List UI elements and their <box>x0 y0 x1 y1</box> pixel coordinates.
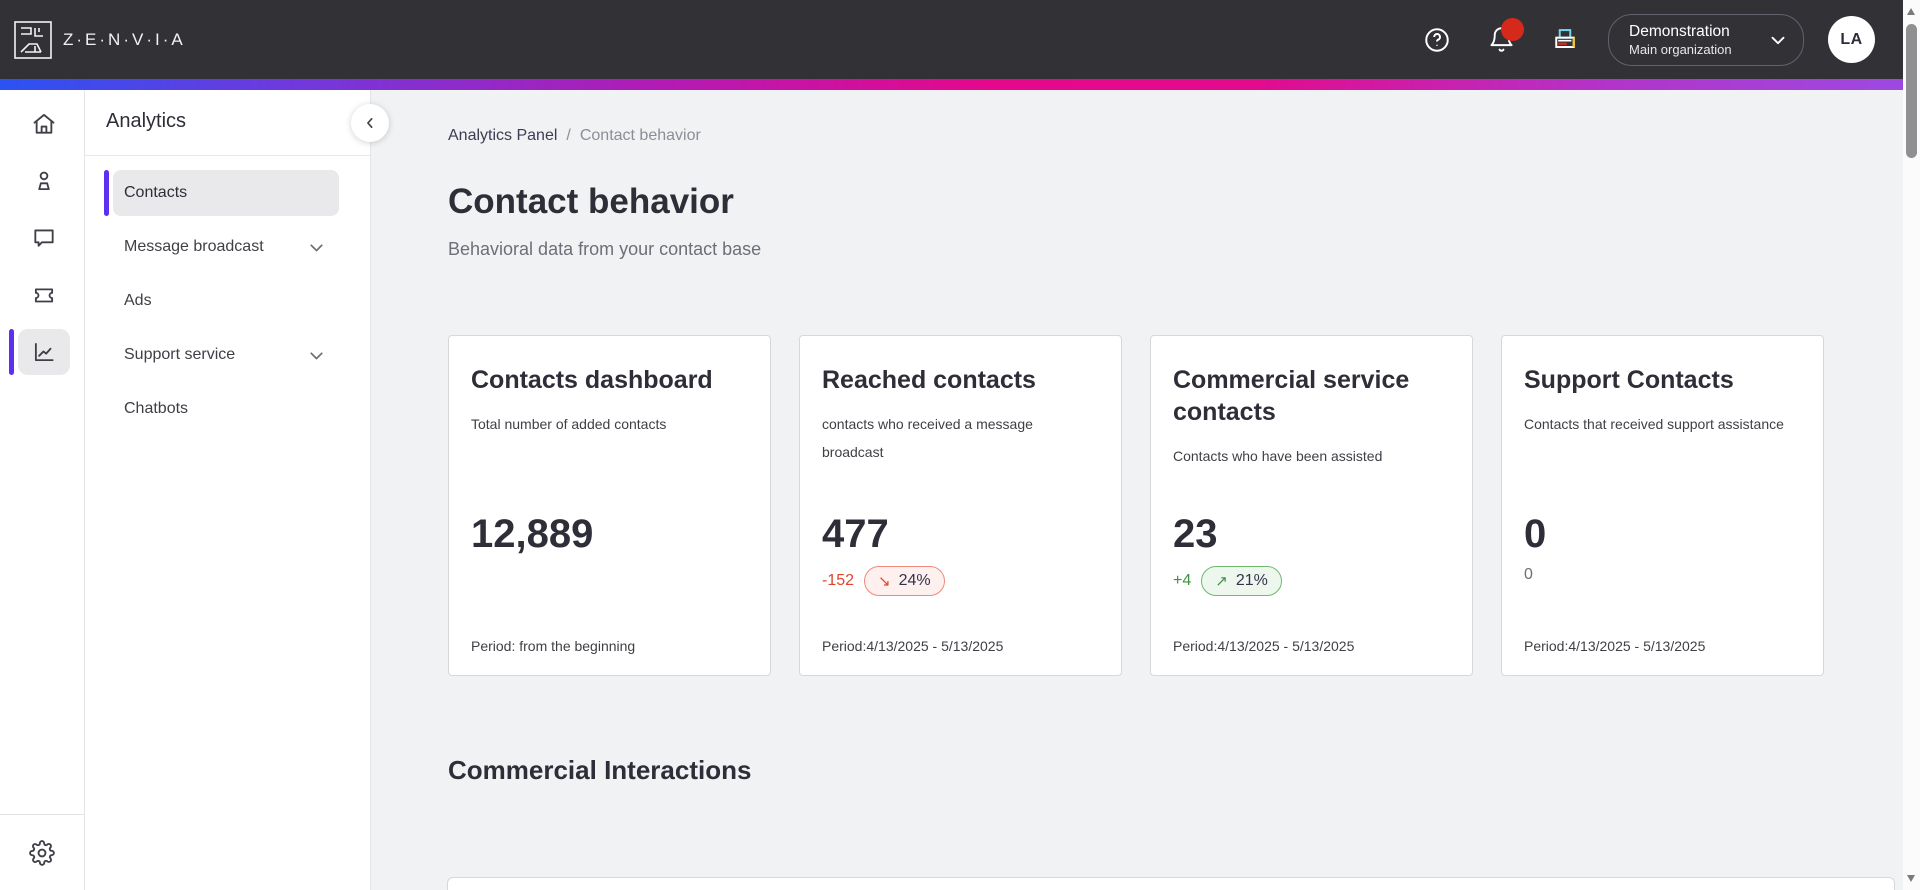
icon-rail <box>0 90 85 890</box>
rail-item-conversations[interactable] <box>18 215 70 261</box>
card-period: Period:4/13/2025 - 5/13/2025 <box>822 638 1004 654</box>
rail-footer <box>0 814 84 890</box>
rail-item-home[interactable] <box>18 101 70 147</box>
main-panel: Analytics Panel / Contact behavior Conta… <box>371 90 1903 890</box>
sidebar-item-chatbots[interactable]: Chatbots <box>113 386 339 432</box>
conversations-icon <box>34 229 54 247</box>
page-title: Contact behavior <box>448 182 734 221</box>
card-value: 0 <box>1524 512 1547 556</box>
card-delta-row: +4 ↗ 21% <box>1173 566 1282 596</box>
scrollbar-up-button[interactable] <box>1907 8 1915 15</box>
trend-badge: ↗ 21% <box>1201 566 1282 596</box>
card-contacts-dashboard: Contacts dashboard Total number of added… <box>448 335 771 676</box>
card-reached-contacts: Reached contacts contacts who received a… <box>799 335 1122 676</box>
trend-percent: 24% <box>898 572 931 589</box>
card-support-contacts: Support Contacts Contacts that received … <box>1501 335 1824 676</box>
trend-badge: ↘ 24% <box>864 566 945 596</box>
apps-launcher-icon <box>1555 28 1575 48</box>
card-value: 12,889 <box>471 512 594 556</box>
card-title: Reached contacts <box>822 366 1036 394</box>
card-period: Period:4/13/2025 - 5/13/2025 <box>1173 638 1355 654</box>
card-delta-row: 0 <box>1524 566 1533 584</box>
page-scrollbar[interactable] <box>1903 0 1920 890</box>
topbar-actions <box>1422 17 1580 55</box>
zenvia-logo-icon <box>14 20 52 59</box>
card-value: 23 <box>1173 512 1218 556</box>
sidebar-header: Analytics <box>85 90 370 156</box>
notifications-button[interactable] <box>1486 17 1524 55</box>
breadcrumb-separator: / <box>566 127 571 144</box>
card-value: 477 <box>822 512 889 556</box>
home-icon <box>33 113 55 134</box>
card-description: Total number of added contacts <box>471 416 667 432</box>
sidebar-item-message-broadcast[interactable]: Message broadcast <box>113 224 339 270</box>
sidebar-item-ads[interactable]: Ads <box>113 278 339 324</box>
sidebar-item-label: Ads <box>124 292 152 309</box>
card-title: Contacts dashboard <box>471 366 713 394</box>
card-period: Period: from the beginning <box>471 638 636 654</box>
trend-up-arrow-icon: ↗ <box>1215 573 1228 590</box>
organization-subtitle: Main organization <box>1629 41 1732 57</box>
card-description: Contacts who have been assisted <box>1173 448 1383 464</box>
notification-badge-dot <box>1501 17 1524 41</box>
trend-down-arrow-icon: ↘ <box>878 573 891 590</box>
organization-name: Demonstration <box>1629 22 1730 40</box>
chevron-down-icon <box>1771 36 1785 44</box>
delta-value: 0 <box>1524 566 1533 583</box>
page-subtitle: Behavioral data from your contact base <box>448 239 762 259</box>
card-description: contacts who received a message broadcas… <box>822 416 1033 460</box>
card-delta-row: -152 ↘ 24% <box>822 566 945 596</box>
rail-item-contacts[interactable] <box>18 158 70 204</box>
brand-gradient-bar <box>0 79 1903 90</box>
card-title: Support Contacts <box>1524 366 1734 394</box>
rail-item-analytics[interactable] <box>9 329 70 375</box>
card-title: Commercial service contacts <box>1173 366 1410 426</box>
help-button[interactable] <box>1422 25 1452 55</box>
content: Analytics Contacts Message broadcast Ads… <box>0 90 1903 890</box>
topbar: Z·E·N·V·I·A <box>0 0 1903 79</box>
sidebar-item-support-service[interactable]: Support service <box>113 332 339 378</box>
section-title-commercial-interactions: Commercial Interactions <box>448 755 752 785</box>
breadcrumb-analytics-panel[interactable]: Analytics Panel <box>448 127 558 144</box>
sidebar-item-label: Chatbots <box>124 400 189 417</box>
apps-launcher-button[interactable] <box>1550 25 1580 55</box>
card-commercial-service-contacts: Commercial service contacts Contacts who… <box>1150 335 1473 676</box>
sidebar-item-label: Support service <box>124 346 236 363</box>
help-icon <box>1425 27 1449 52</box>
trend-percent: 21% <box>1235 572 1268 589</box>
analytics-icon <box>34 342 54 362</box>
settings-button[interactable] <box>27 838 57 868</box>
zenvia-logo[interactable]: Z·E·N·V·I·A <box>13 20 186 60</box>
rail-item-campaigns[interactable] <box>18 272 70 318</box>
brand-wordmark: Z·E·N·V·I·A <box>63 29 186 49</box>
analytics-sidebar: Analytics Contacts Message broadcast Ads… <box>85 90 389 890</box>
delta-value: -152 <box>822 572 855 589</box>
contacts-icon <box>38 171 50 191</box>
stat-cards-row: Contacts dashboard Total number of added… <box>448 335 1903 676</box>
avatar[interactable]: LA <box>1828 16 1875 63</box>
sidebar-title: Analytics <box>106 110 187 132</box>
sidebar-item-label: Message broadcast <box>124 238 264 255</box>
chevron-left-icon <box>367 118 373 128</box>
chevron-down-icon <box>310 351 323 359</box>
avatar-initials: LA <box>1840 30 1863 48</box>
sidebar-nav: Contacts Message broadcast Ads Support s… <box>85 156 370 432</box>
breadcrumb-current: Contact behavior <box>579 127 701 144</box>
settings-gear-icon <box>29 839 55 866</box>
chevron-down-icon <box>310 243 323 251</box>
breadcrumb: Analytics Panel / Contact behavior <box>448 126 1903 146</box>
scrollbar-down-button[interactable] <box>1907 875 1915 882</box>
organization-switcher[interactable]: Demonstration Main organization <box>1608 13 1804 66</box>
delta-value: +4 <box>1173 572 1192 589</box>
ticket-icon <box>34 288 54 303</box>
sidebar-item-contacts[interactable]: Contacts <box>104 170 339 216</box>
sidebar-item-label: Contacts <box>124 184 188 201</box>
scrollbar-thumb[interactable] <box>1906 24 1917 158</box>
sidebar-collapse-button[interactable] <box>351 104 389 142</box>
card-period: Period:4/13/2025 - 5/13/2025 <box>1524 638 1706 654</box>
commercial-interactions-card <box>447 877 1895 890</box>
card-description: Contacts that received support assistanc… <box>1524 416 1784 432</box>
